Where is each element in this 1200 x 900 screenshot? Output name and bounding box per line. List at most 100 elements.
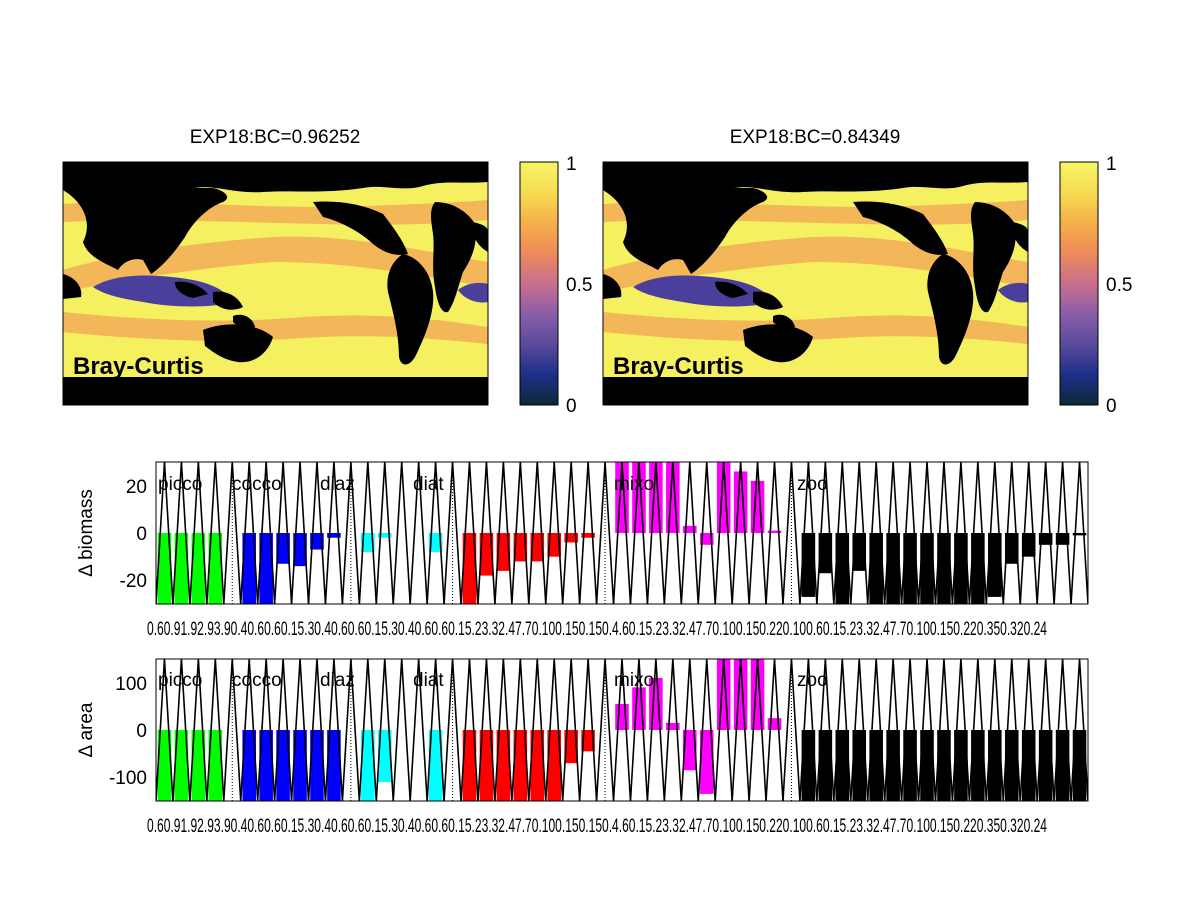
- map-image-2: [603, 162, 1028, 405]
- bar-zoo-17: [1072, 730, 1087, 801]
- colorbar-tick-2-bottom: 0: [1106, 396, 1117, 417]
- map-title-1: EXP18:BC=0.96252: [190, 127, 361, 148]
- land: [715, 281, 748, 298]
- ocean-low-zone: [633, 275, 773, 307]
- ocean-band: [63, 312, 488, 344]
- axes-frame-biomass: [155, 461, 1089, 605]
- bar-mixo-10: [767, 718, 782, 730]
- bar-diat-6: [547, 730, 561, 801]
- bar-zoo-3: [835, 730, 850, 801]
- colorbar-gradient-2: [1059, 161, 1099, 406]
- bar-zoo-5: [869, 533, 883, 604]
- zigzag-line: [849, 462, 869, 604]
- zigzag-line: [324, 659, 344, 801]
- bar-cocco-3: [276, 730, 290, 801]
- bar-chart-biomass: Δ biomass 20 0 -20 0.60.91.92.93.90.40.6…: [76, 461, 1089, 640]
- zigzag-line: [833, 462, 852, 604]
- bar-diaz-5: [428, 730, 443, 801]
- map-label-1: Bray-Curtis: [73, 353, 204, 380]
- zigzag-line: [934, 659, 954, 801]
- map-content-2: [603, 162, 1028, 405]
- land: [603, 274, 622, 299]
- zigzag-line: [883, 659, 903, 801]
- zigzag-line: [324, 462, 344, 604]
- xticks-area: 0.60.91.92.93.90.40.60.60.15.30.40.60.60…: [147, 816, 1047, 837]
- zigzag-line: [578, 659, 598, 801]
- zigzag-line: [748, 659, 767, 801]
- bar-diaz-1: [361, 730, 375, 801]
- zigzag-line: [1070, 659, 1088, 801]
- zigzag-line: [1070, 462, 1088, 604]
- bar-zoo-4: [852, 730, 867, 801]
- map-frame-2: [602, 161, 1029, 406]
- bar-zoo-11: [971, 533, 985, 604]
- zigzag-line: [222, 659, 242, 801]
- zigzag-line: [680, 659, 700, 801]
- zigzag-line: [849, 659, 869, 801]
- bar-cocco-1: [242, 730, 256, 801]
- group-label-biomass-mixo: mixo: [614, 474, 654, 495]
- group-label-area-picco: picco: [158, 670, 202, 691]
- bar-zoo-16: [1055, 533, 1070, 545]
- ocean-low-zone: [458, 282, 488, 303]
- land: [203, 324, 273, 363]
- zigzag-line: [156, 659, 174, 801]
- group-label-area-mixo: mixo: [614, 670, 654, 691]
- zigzag-line: [951, 462, 971, 604]
- bar-diat-3: [496, 730, 511, 801]
- zigzag-line: [222, 462, 242, 604]
- zigzag-line: [951, 659, 971, 801]
- zigzag-line: [985, 659, 1005, 801]
- bar-cocco-4: [293, 533, 307, 567]
- land: [773, 314, 795, 329]
- zigzag-line: [1053, 462, 1072, 604]
- bar-cocco-4: [293, 730, 307, 801]
- bar-diat-2: [479, 730, 494, 801]
- ocean-low-zone: [998, 282, 1028, 303]
- land: [431, 202, 476, 313]
- bar-diat-5: [530, 533, 545, 562]
- zigzag-line: [612, 659, 632, 801]
- axes-frame-area: [155, 658, 1089, 802]
- group-label-area-diat: diat: [413, 670, 444, 691]
- land: [63, 186, 228, 274]
- land: [753, 291, 783, 310]
- zigzag-line: [1002, 659, 1022, 801]
- bar-zoo-4: [852, 533, 867, 571]
- zigzag-line: [494, 462, 513, 604]
- zigzag-line: [1036, 462, 1055, 604]
- land: [1013, 222, 1028, 252]
- land: [853, 201, 948, 255]
- ytick-biomass-bottom: -20: [120, 571, 147, 592]
- zigzag-line: [290, 659, 310, 801]
- bar-diat-2: [479, 533, 494, 576]
- zigzag-line: [866, 659, 886, 801]
- group-label-area-diaz: diaz: [320, 670, 355, 691]
- zigzag-line: [714, 659, 733, 801]
- zigzag-line: [1053, 659, 1072, 801]
- zigzag-line: [748, 462, 767, 604]
- bar-picco-4: [208, 533, 223, 604]
- zigzag-line: [206, 462, 225, 604]
- map-panel-2: EXP18:BC=0.84349 Bray-Curtis: [602, 127, 1029, 406]
- zigzag-line: [358, 462, 378, 604]
- bar-cocco-5: [310, 730, 324, 801]
- bar-zoo-1: [801, 730, 816, 801]
- zigzag-line: [392, 462, 411, 604]
- bar-diat-3: [496, 533, 511, 571]
- bar-zoo-14: [1021, 730, 1036, 801]
- zigzag-line: [528, 659, 547, 801]
- bar-zoo-2: [818, 533, 833, 574]
- group-label-biomass-zoo: zoo: [797, 474, 828, 495]
- bar-mixo-8: [733, 471, 748, 533]
- bar-zoo-13: [1004, 533, 1019, 564]
- zigzag-line: [460, 462, 479, 604]
- zigzag-line: [307, 659, 327, 801]
- zigzag-line: [1036, 659, 1055, 801]
- zigzag-line: [765, 462, 784, 604]
- bar-picco-2: [174, 533, 189, 604]
- bar-zoo-3: [835, 533, 850, 604]
- bar-zoo-17: [1072, 533, 1087, 536]
- colorbar-2: 1 0.5 0: [1059, 154, 1132, 417]
